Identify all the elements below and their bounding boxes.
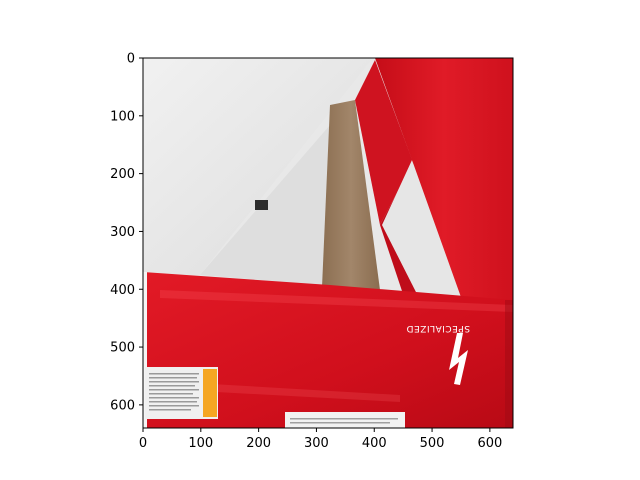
red-box-front	[143, 272, 513, 428]
x-tick-label: 200	[246, 436, 271, 451]
y-tick-label: 600	[110, 398, 135, 413]
label-orange-strip	[203, 369, 217, 417]
bottom-sticker	[285, 412, 405, 428]
axes-frame	[142, 57, 514, 429]
box-right-edge-shade	[505, 300, 513, 428]
white-triangle-opening	[382, 160, 462, 300]
x-tick-label: 0	[139, 436, 147, 451]
brand-wordmark: SPECIALIZED	[406, 323, 470, 333]
y-tick-label: 300	[110, 225, 135, 240]
y-axis: 0 100 200 300 400 500 600	[110, 52, 143, 413]
x-tick-label: 600	[477, 436, 502, 451]
gloss-highlight-1	[160, 290, 513, 312]
x-tick-label: 300	[304, 436, 329, 451]
y-tick-label: 200	[110, 167, 135, 182]
white-flap-left	[143, 58, 373, 275]
red-diagonal-strip	[355, 60, 413, 225]
bottom-sticker-text-lines	[290, 418, 398, 424]
x-tick-label: 100	[188, 436, 213, 451]
cardboard-edge	[322, 100, 380, 290]
y-tick-label: 100	[110, 109, 135, 124]
box-left-edge	[143, 272, 147, 428]
x-axis: 0 100 200 300 400 500 600	[139, 428, 502, 451]
red-panel-top-right	[375, 58, 513, 300]
y-tick-label: 0	[127, 52, 135, 67]
brand-text: SPECIALIZED	[406, 323, 470, 333]
y-tick-label: 500	[110, 341, 135, 356]
specialized-s-logo-icon	[449, 333, 468, 385]
y-tick-label: 400	[110, 283, 135, 298]
x-tick-label: 500	[420, 436, 445, 451]
photo-content: SPECIALIZED	[143, 58, 513, 428]
label-fine-print-lines	[149, 373, 199, 411]
dark-slot	[255, 200, 268, 210]
product-label	[145, 367, 218, 419]
x-tick-label: 400	[362, 436, 387, 451]
